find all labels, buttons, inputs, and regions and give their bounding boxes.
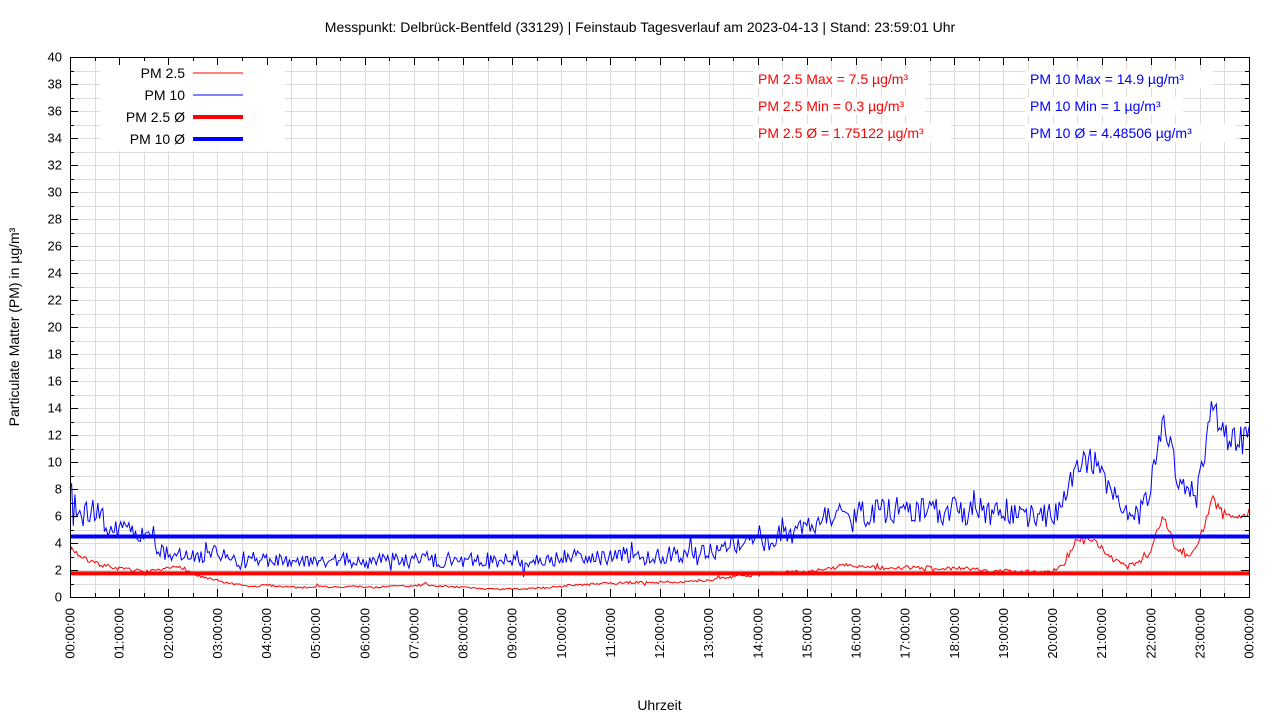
stats-pm25-line: PM 2.5 Min = 0.3 µg/m³ [758, 98, 905, 114]
legend-item-label: PM 2.5 [141, 65, 186, 81]
x-tick-label: 09:00:00 [505, 608, 520, 659]
y-tick-label: 18 [48, 347, 62, 362]
x-tick-label: 07:00:00 [406, 608, 421, 659]
legend-item-label: PM 10 [145, 87, 186, 103]
y-tick-label: 2 [55, 563, 62, 578]
x-tick-label: 16:00:00 [849, 608, 864, 659]
pm25-series-line [69, 494, 1250, 591]
stats-label-background [753, 124, 951, 142]
stats-pm25-line: PM 2.5 Max = 7.5 µg/m³ [758, 71, 908, 87]
y-axis-title: Particulate Matter (PM) in µg/m³ [6, 227, 22, 427]
y-tick-label: 26 [48, 239, 62, 254]
x-tick-label: 00:00:00 [63, 608, 78, 659]
x-tick-label: 12:00:00 [652, 608, 667, 659]
y-tick-label: 14 [48, 401, 62, 416]
x-tick-label: 19:00:00 [996, 608, 1011, 659]
y-tick-label: 28 [48, 212, 62, 227]
y-tick-label: 30 [48, 185, 62, 200]
x-tick-label: 17:00:00 [898, 608, 913, 659]
stats-label-background [753, 97, 925, 115]
x-tick-label: 01:00:00 [112, 608, 127, 659]
pm10-series-line [69, 401, 1250, 577]
y-tick-label: 34 [48, 131, 62, 146]
legend-item-label: PM 2.5 Ø [126, 109, 185, 125]
y-tick-label: 10 [48, 455, 62, 470]
stats-pm10-line: PM 10 Ø = 4.48506 µg/m³ [1030, 125, 1192, 141]
y-tick-label: 40 [48, 50, 62, 65]
legend: PM 2.5 PM 10 PM 2.5 Ø PM 10 Ø [100, 61, 285, 151]
chart-title: Messpunkt: Delbrück-Bentfeld (33129) | F… [324, 19, 956, 35]
x-tick-label: 05:00:00 [308, 608, 323, 659]
x-tick-label: 20:00:00 [1045, 608, 1060, 659]
x-tick-label: 03:00:00 [210, 608, 225, 659]
x-tick-label: 14:00:00 [750, 608, 765, 659]
stats-label-background [1025, 70, 1213, 88]
y-tick-label: 16 [48, 374, 62, 389]
stats-labels: PM 2.5 Max = 7.5 µg/m³ PM 2.5 Min = 0.3 µ… [753, 70, 1235, 142]
y-tick-label: 20 [48, 320, 62, 335]
x-tick-label: 06:00:00 [357, 608, 372, 659]
y-tick-label: 4 [55, 536, 62, 551]
x-tick-label: 18:00:00 [947, 608, 962, 659]
y-tick-label: 0 [55, 590, 62, 605]
x-tick-label: 04:00:00 [259, 608, 274, 659]
stats-pm10-line: PM 10 Max = 14.9 µg/m³ [1030, 71, 1184, 87]
y-tick-label: 12 [48, 428, 62, 443]
x-tick-label: 10:00:00 [554, 608, 569, 659]
stats-label-background [1025, 124, 1235, 142]
y-tick-label: 22 [48, 293, 62, 308]
x-tick-label: 00:00:00 [1242, 608, 1257, 659]
stats-pm10-line: PM 10 Min = 1 µg/m³ [1030, 98, 1161, 114]
stats-label-background [1025, 97, 1183, 115]
legend-item-label: PM 10 Ø [130, 131, 185, 147]
y-tick-label: 36 [48, 104, 62, 119]
x-tick-label: 11:00:00 [603, 608, 618, 658]
grid [70, 57, 1249, 597]
x-tick-label: 02:00:00 [161, 608, 176, 659]
y-tick-label: 6 [55, 509, 62, 524]
x-tick-label: 21:00:00 [1094, 608, 1109, 659]
stats-label-background [753, 70, 928, 88]
y-tick-label: 38 [48, 77, 62, 92]
y-tick-label: 24 [48, 266, 62, 281]
legend-background [100, 61, 285, 151]
y-tick-label: 8 [55, 482, 62, 497]
x-tick-label: 23:00:00 [1192, 608, 1207, 659]
x-tick-label: 13:00:00 [701, 608, 716, 659]
x-axis-title: Uhrzeit [637, 697, 682, 713]
x-tick-label: 22:00:00 [1143, 608, 1158, 659]
x-tick-label: 08:00:00 [456, 608, 471, 659]
x-tick-label: 15:00:00 [799, 608, 814, 659]
axis-ticks [70, 57, 1250, 598]
stats-pm25-line: PM 2.5 Ø = 1.75122 µg/m³ [758, 125, 924, 141]
y-tick-label: 32 [48, 158, 62, 173]
